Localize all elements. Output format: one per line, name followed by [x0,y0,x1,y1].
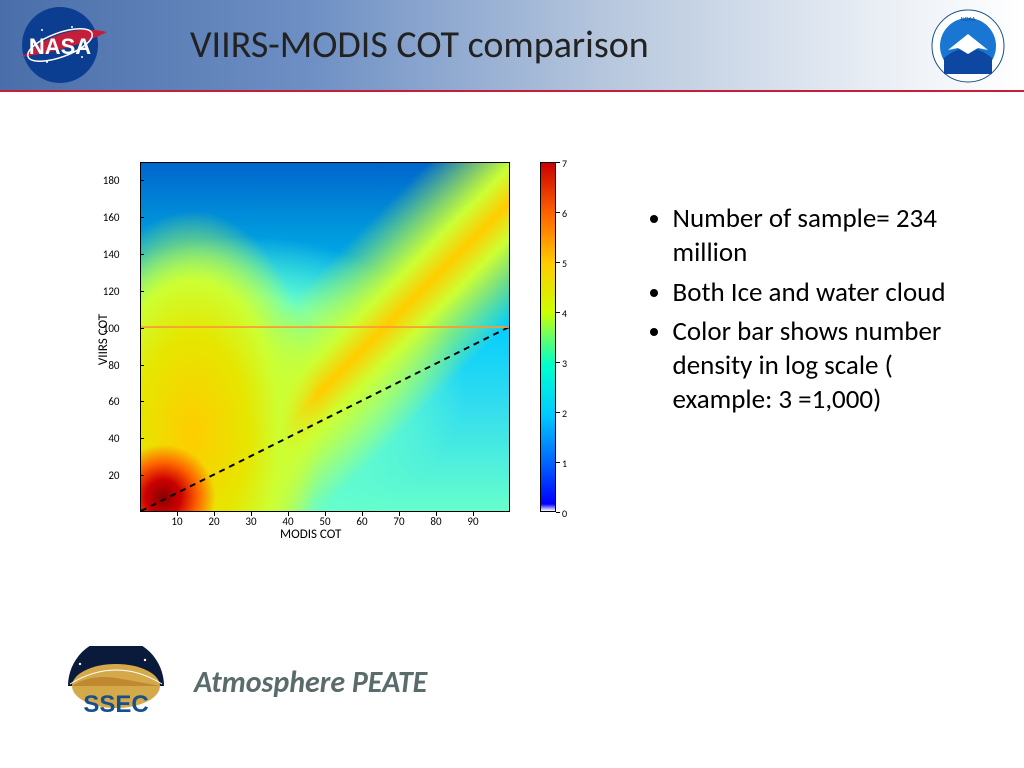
nasa-logo: NASA [12,2,112,93]
bullet-list: Number of sample= 234 million Both Ice an… [645,202,994,552]
y-tick: 140 [90,248,120,261]
colorbar-tick: 2 [562,407,567,420]
x-tick: 40 [278,515,298,528]
ssec-logo: SSEC [60,646,180,718]
svg-text:NOAA: NOAA [961,15,976,23]
y-tick: 20 [90,469,120,482]
colorbar-tick: 7 [562,157,567,170]
bullet-item: Both Ice and water cloud [673,276,994,310]
footer-brand: Atmosphere PEATE [194,664,427,701]
page-title: VIIRS-MODIS COT comparison [190,22,649,68]
colorbar-tick: 1 [562,457,567,470]
x-tick: 20 [204,515,224,528]
bullet-item: Color bar shows number density in log sc… [673,315,994,416]
x-tick: 80 [426,515,446,528]
y-tick: 120 [90,285,120,298]
y-tick: 160 [90,211,120,224]
x-tick: 70 [389,515,409,528]
content-area: VIIRS COT MODIS COT 20406080100120140160… [0,92,1024,552]
header-bar: NASA VIIRS-MODIS COT comparison NOAA [0,0,1024,92]
svg-text:NASA: NASA [29,34,91,59]
chart-area: VIIRS COT MODIS COT 20406080100120140160… [50,152,565,552]
y-tick: 40 [90,432,120,445]
y-tick: 80 [90,359,120,372]
colorbar-tick: 5 [562,257,567,270]
svg-text:SSEC: SSEC [83,691,148,718]
x-tick: 30 [241,515,261,528]
bullet-item: Number of sample= 234 million [673,202,994,270]
x-tick: 90 [463,515,483,528]
colorbar-tick: 0 [562,507,567,520]
x-axis-label: MODIS COT [280,527,341,542]
x-tick: 10 [167,515,187,528]
y-tick: 180 [90,174,120,187]
colorbar-tick: 4 [562,307,567,320]
colorbar-tick: 6 [562,207,567,220]
footer: SSEC Atmosphere PEATE [60,646,427,718]
y-tick: 100 [90,322,120,335]
heatmap [140,162,510,512]
x-tick: 50 [315,515,335,528]
colorbar [540,162,556,512]
noaa-logo: NOAA [930,8,1006,89]
x-tick: 60 [352,515,372,528]
y-tick: 60 [90,395,120,408]
colorbar-tick: 3 [562,357,567,370]
